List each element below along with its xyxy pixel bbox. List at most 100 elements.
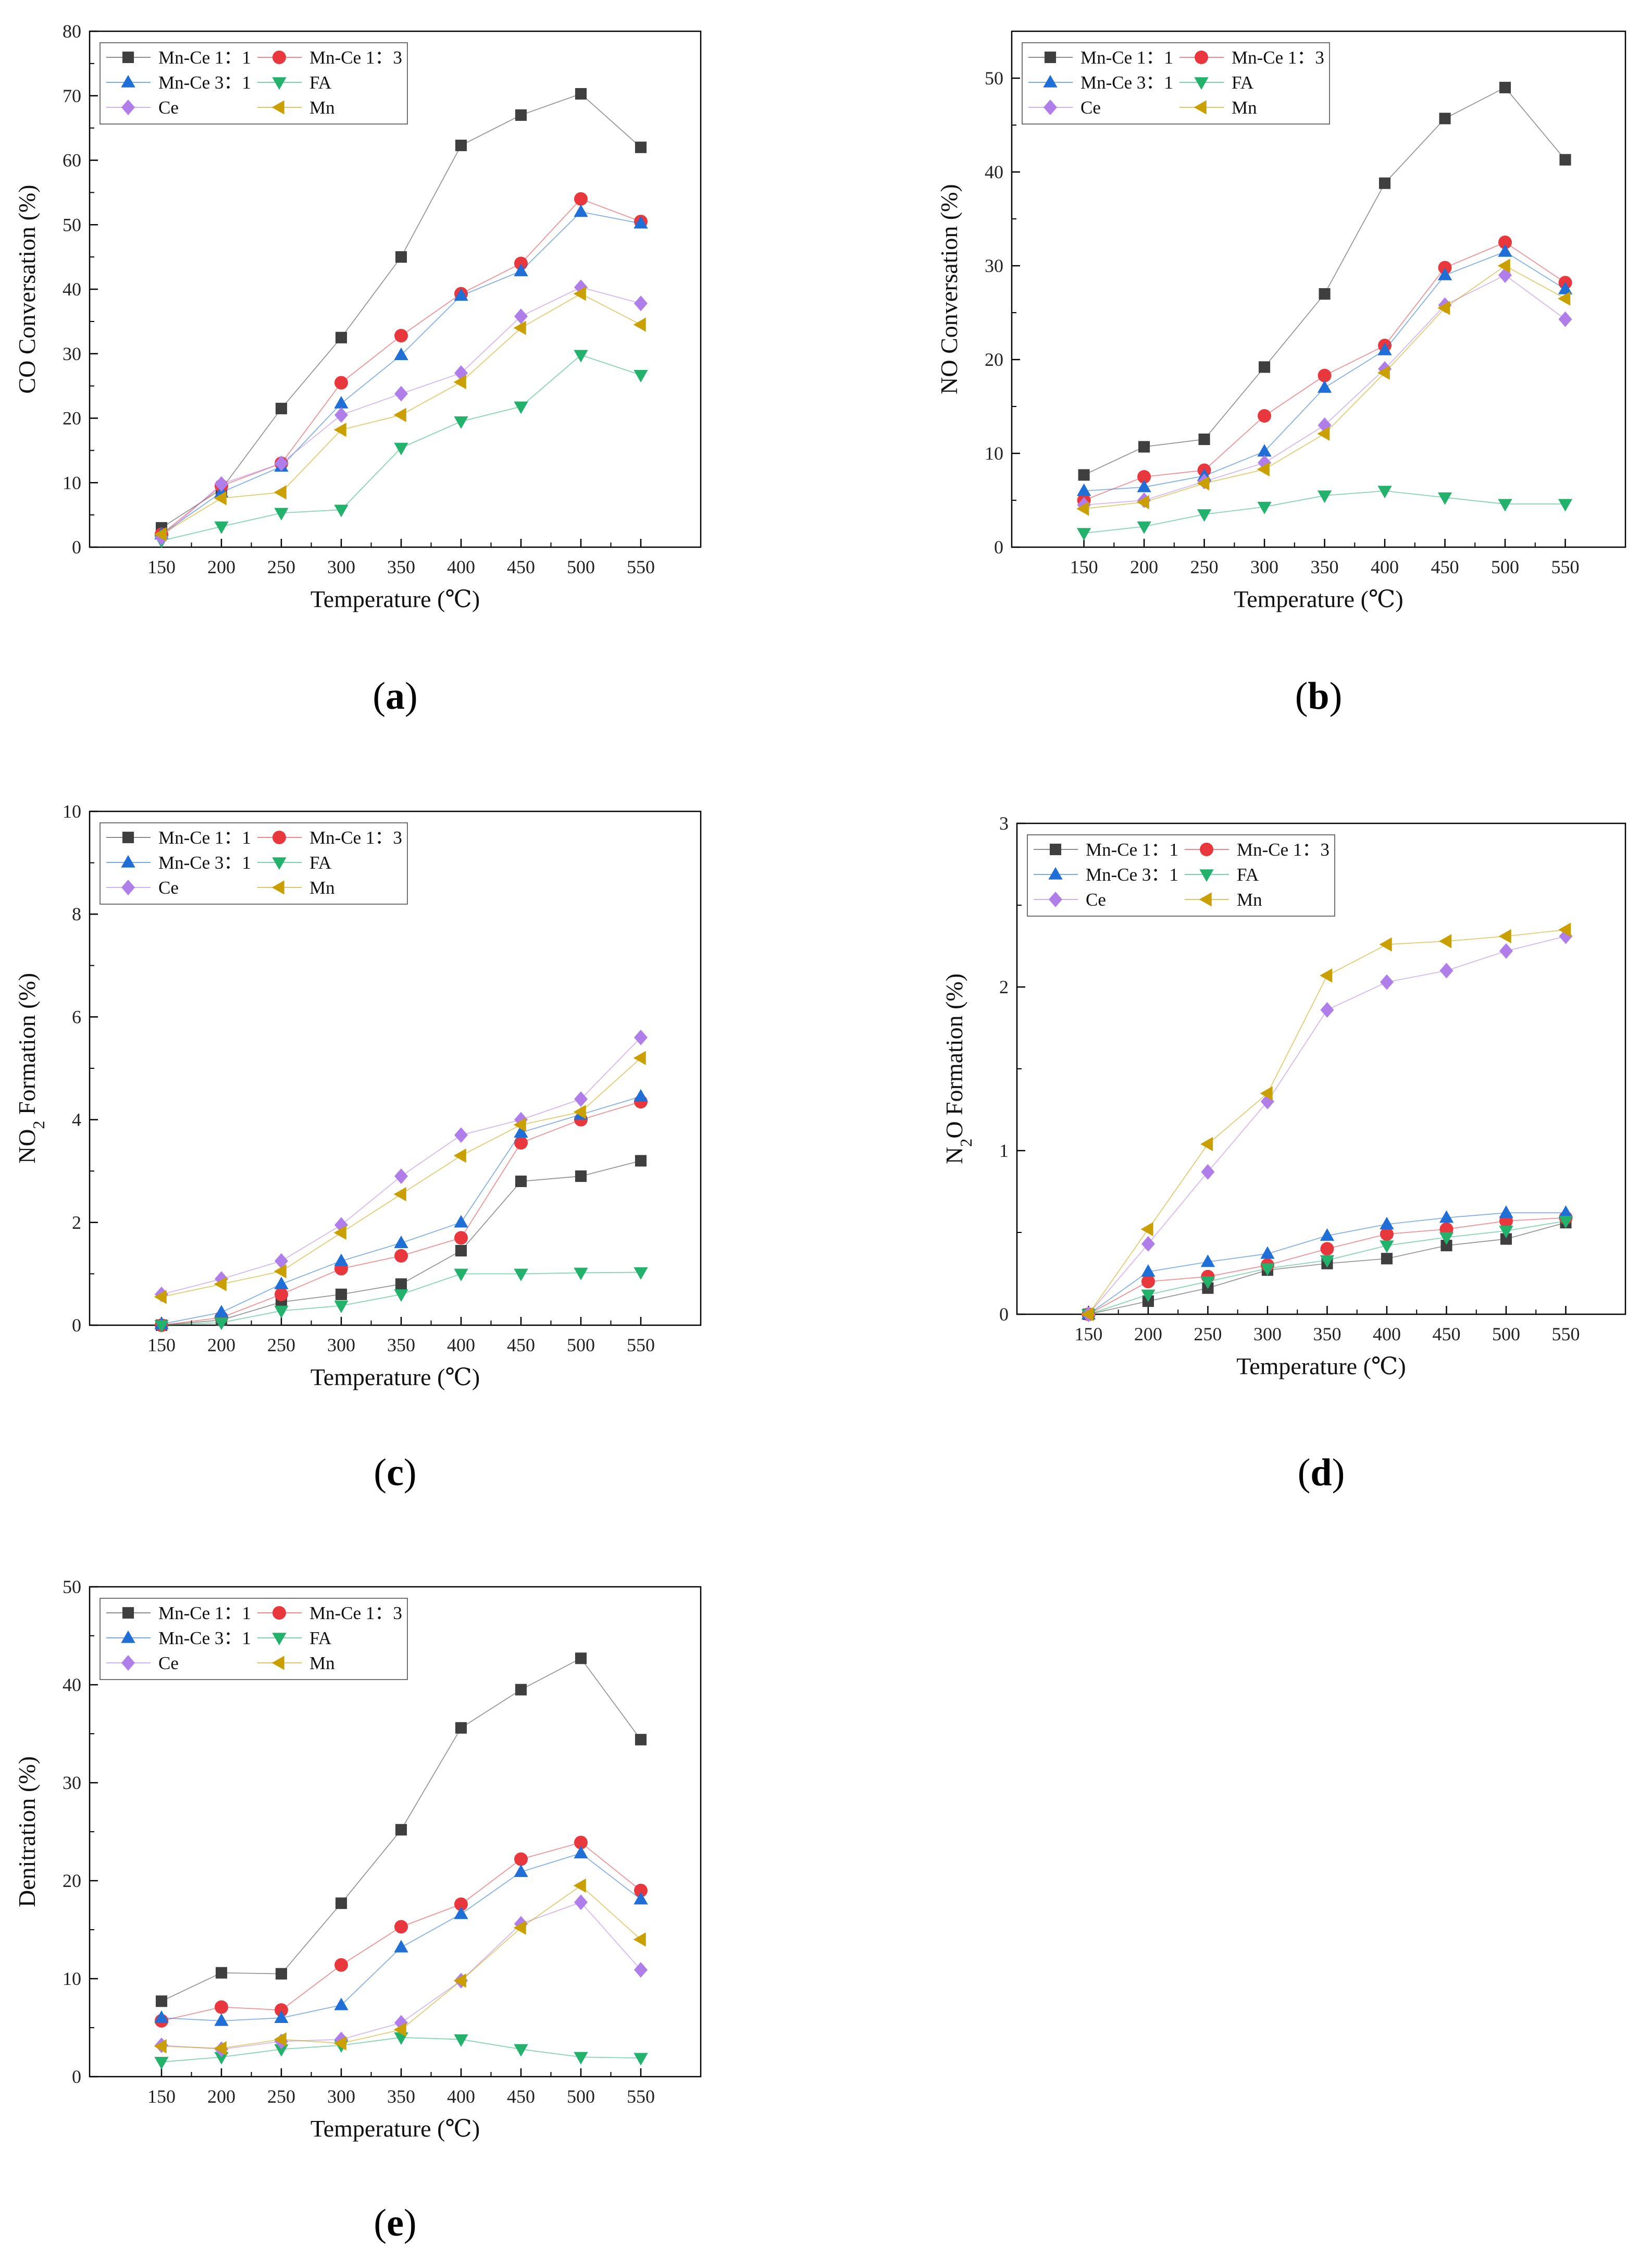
- data-point: [1499, 81, 1511, 94]
- panel-label: (b): [1295, 675, 1342, 718]
- legend-box: [100, 822, 408, 905]
- data-point: [1318, 368, 1332, 382]
- data-point: [1439, 113, 1451, 125]
- data-point: [574, 1846, 588, 1859]
- data-point: [574, 1267, 588, 1280]
- x-tick-label: 500: [567, 1335, 595, 1355]
- data-point: [513, 320, 526, 335]
- x-tick-label: 350: [387, 1335, 415, 1355]
- legend-entry: Mn-Ce 1：1: [158, 1603, 251, 1623]
- legend-entry: Ce: [158, 97, 179, 118]
- y-tick-label: 0: [72, 1315, 81, 1336]
- legend-marker: [1044, 100, 1057, 115]
- legend: Mn-Ce 1：1 Mn-Ce 1：3 Mn-Ce 3：1 FA Ce Mn: [100, 822, 408, 905]
- data-point: [274, 1305, 289, 1318]
- data-point: [635, 1155, 647, 1167]
- data-point: [454, 416, 468, 429]
- legend-marker: [1194, 100, 1207, 115]
- data-point: [155, 1995, 168, 2007]
- x-tick-label: 300: [1253, 1324, 1282, 1344]
- x-tick-label: 250: [1190, 557, 1219, 577]
- panel-label: (d): [1298, 1451, 1345, 1494]
- legend-marker: [272, 857, 287, 870]
- x-tick-label: 500: [567, 2086, 595, 2107]
- x-axis-label: Temperature (℃): [310, 1364, 480, 1390]
- legend-marker: [122, 831, 134, 844]
- x-tick-label: 400: [447, 2086, 475, 2107]
- data-point: [394, 1249, 408, 1263]
- data-point: [514, 2044, 528, 2057]
- data-point: [1317, 490, 1332, 503]
- legend-entry: Mn-Ce 1：3: [309, 1603, 402, 1623]
- data-point: [1437, 267, 1452, 280]
- data-point: [634, 1267, 648, 1280]
- x-axis-label: Temperature (℃): [310, 586, 480, 612]
- y-axis-label: CO Conversation (%): [14, 184, 40, 393]
- legend-entry: FA: [309, 72, 332, 93]
- y-tick-label: 8: [72, 904, 81, 924]
- x-tick-label: 250: [267, 557, 295, 577]
- data-point: [1317, 426, 1330, 441]
- y-tick-label: 40: [63, 1674, 81, 1695]
- x-tick-label: 500: [567, 557, 595, 577]
- data-point: [575, 88, 587, 100]
- data-point: [1136, 495, 1149, 510]
- data-point: [394, 1289, 408, 1302]
- series-line-1: [161, 198, 641, 535]
- x-tick-label: 250: [1194, 1324, 1222, 1344]
- data-point: [275, 1287, 288, 1301]
- legend-entry: Mn-Ce 3：1: [158, 853, 251, 873]
- y-tick-label: 0: [994, 537, 1003, 558]
- data-point: [394, 442, 408, 455]
- panel-label: (e): [374, 2202, 416, 2244]
- x-tick-label: 550: [627, 1335, 655, 1355]
- data-point: [1320, 1228, 1335, 1241]
- data-point: [574, 2052, 588, 2065]
- data-point: [1200, 1276, 1215, 1289]
- legend-box: [100, 1598, 408, 1680]
- data-point: [154, 1320, 169, 1333]
- data-point: [1320, 1002, 1334, 1018]
- data-point: [454, 1231, 468, 1245]
- x-tick-label: 350: [1311, 557, 1339, 577]
- x-tick-label: 200: [207, 1335, 235, 1355]
- data-point: [334, 1958, 348, 1972]
- data-point: [1559, 928, 1573, 944]
- x-tick-label: 550: [1551, 557, 1580, 577]
- legend-entry: Mn-Ce 3：1: [158, 1628, 251, 1648]
- data-point: [393, 1187, 406, 1202]
- chart-panel-e: 0 10 20 30 40 50 150 200 250 300 350 400 450 500 550 Te…: [14, 1576, 702, 2244]
- data-point: [514, 1864, 528, 1877]
- data-point: [1558, 922, 1571, 937]
- data-point: [1200, 1137, 1213, 1152]
- data-point: [573, 1105, 586, 1119]
- x-axis-label: Temperature (℃): [1234, 586, 1403, 612]
- data-point: [214, 1317, 229, 1330]
- data-point: [514, 264, 528, 277]
- data-point: [634, 1892, 648, 1905]
- data-point: [634, 1962, 648, 1978]
- x-tick-label: 400: [1371, 557, 1399, 577]
- x-tick-label: 400: [447, 557, 475, 577]
- data-point: [634, 369, 648, 382]
- legend: Mn-Ce 1：1 Mn-Ce 1：3 Mn-Ce 3：1 FA Ce Mn: [1022, 42, 1330, 125]
- data-point: [394, 347, 408, 360]
- x-tick-label: 450: [507, 2086, 535, 2107]
- data-point: [1260, 1246, 1275, 1259]
- data-point: [394, 1920, 408, 1934]
- data-point: [1140, 1222, 1153, 1237]
- data-point: [453, 1148, 466, 1163]
- y-tick-label: 20: [63, 1870, 81, 1891]
- data-point: [1439, 934, 1452, 948]
- legend-marker: [272, 51, 286, 64]
- data-point: [573, 287, 586, 301]
- y-tick-label: 40: [985, 162, 1003, 182]
- data-point: [214, 2041, 227, 2056]
- legend: Mn-Ce 1：1 Mn-Ce 1：3 Mn-Ce 3：1 FA Ce Mn: [1027, 834, 1335, 917]
- y-tick-label: 20: [63, 408, 81, 429]
- x-axis-label: Temperature (℃): [310, 2115, 480, 2142]
- legend-marker: [271, 880, 284, 895]
- data-point: [1137, 470, 1151, 484]
- data-point: [1380, 1217, 1394, 1230]
- data-point: [214, 1305, 229, 1318]
